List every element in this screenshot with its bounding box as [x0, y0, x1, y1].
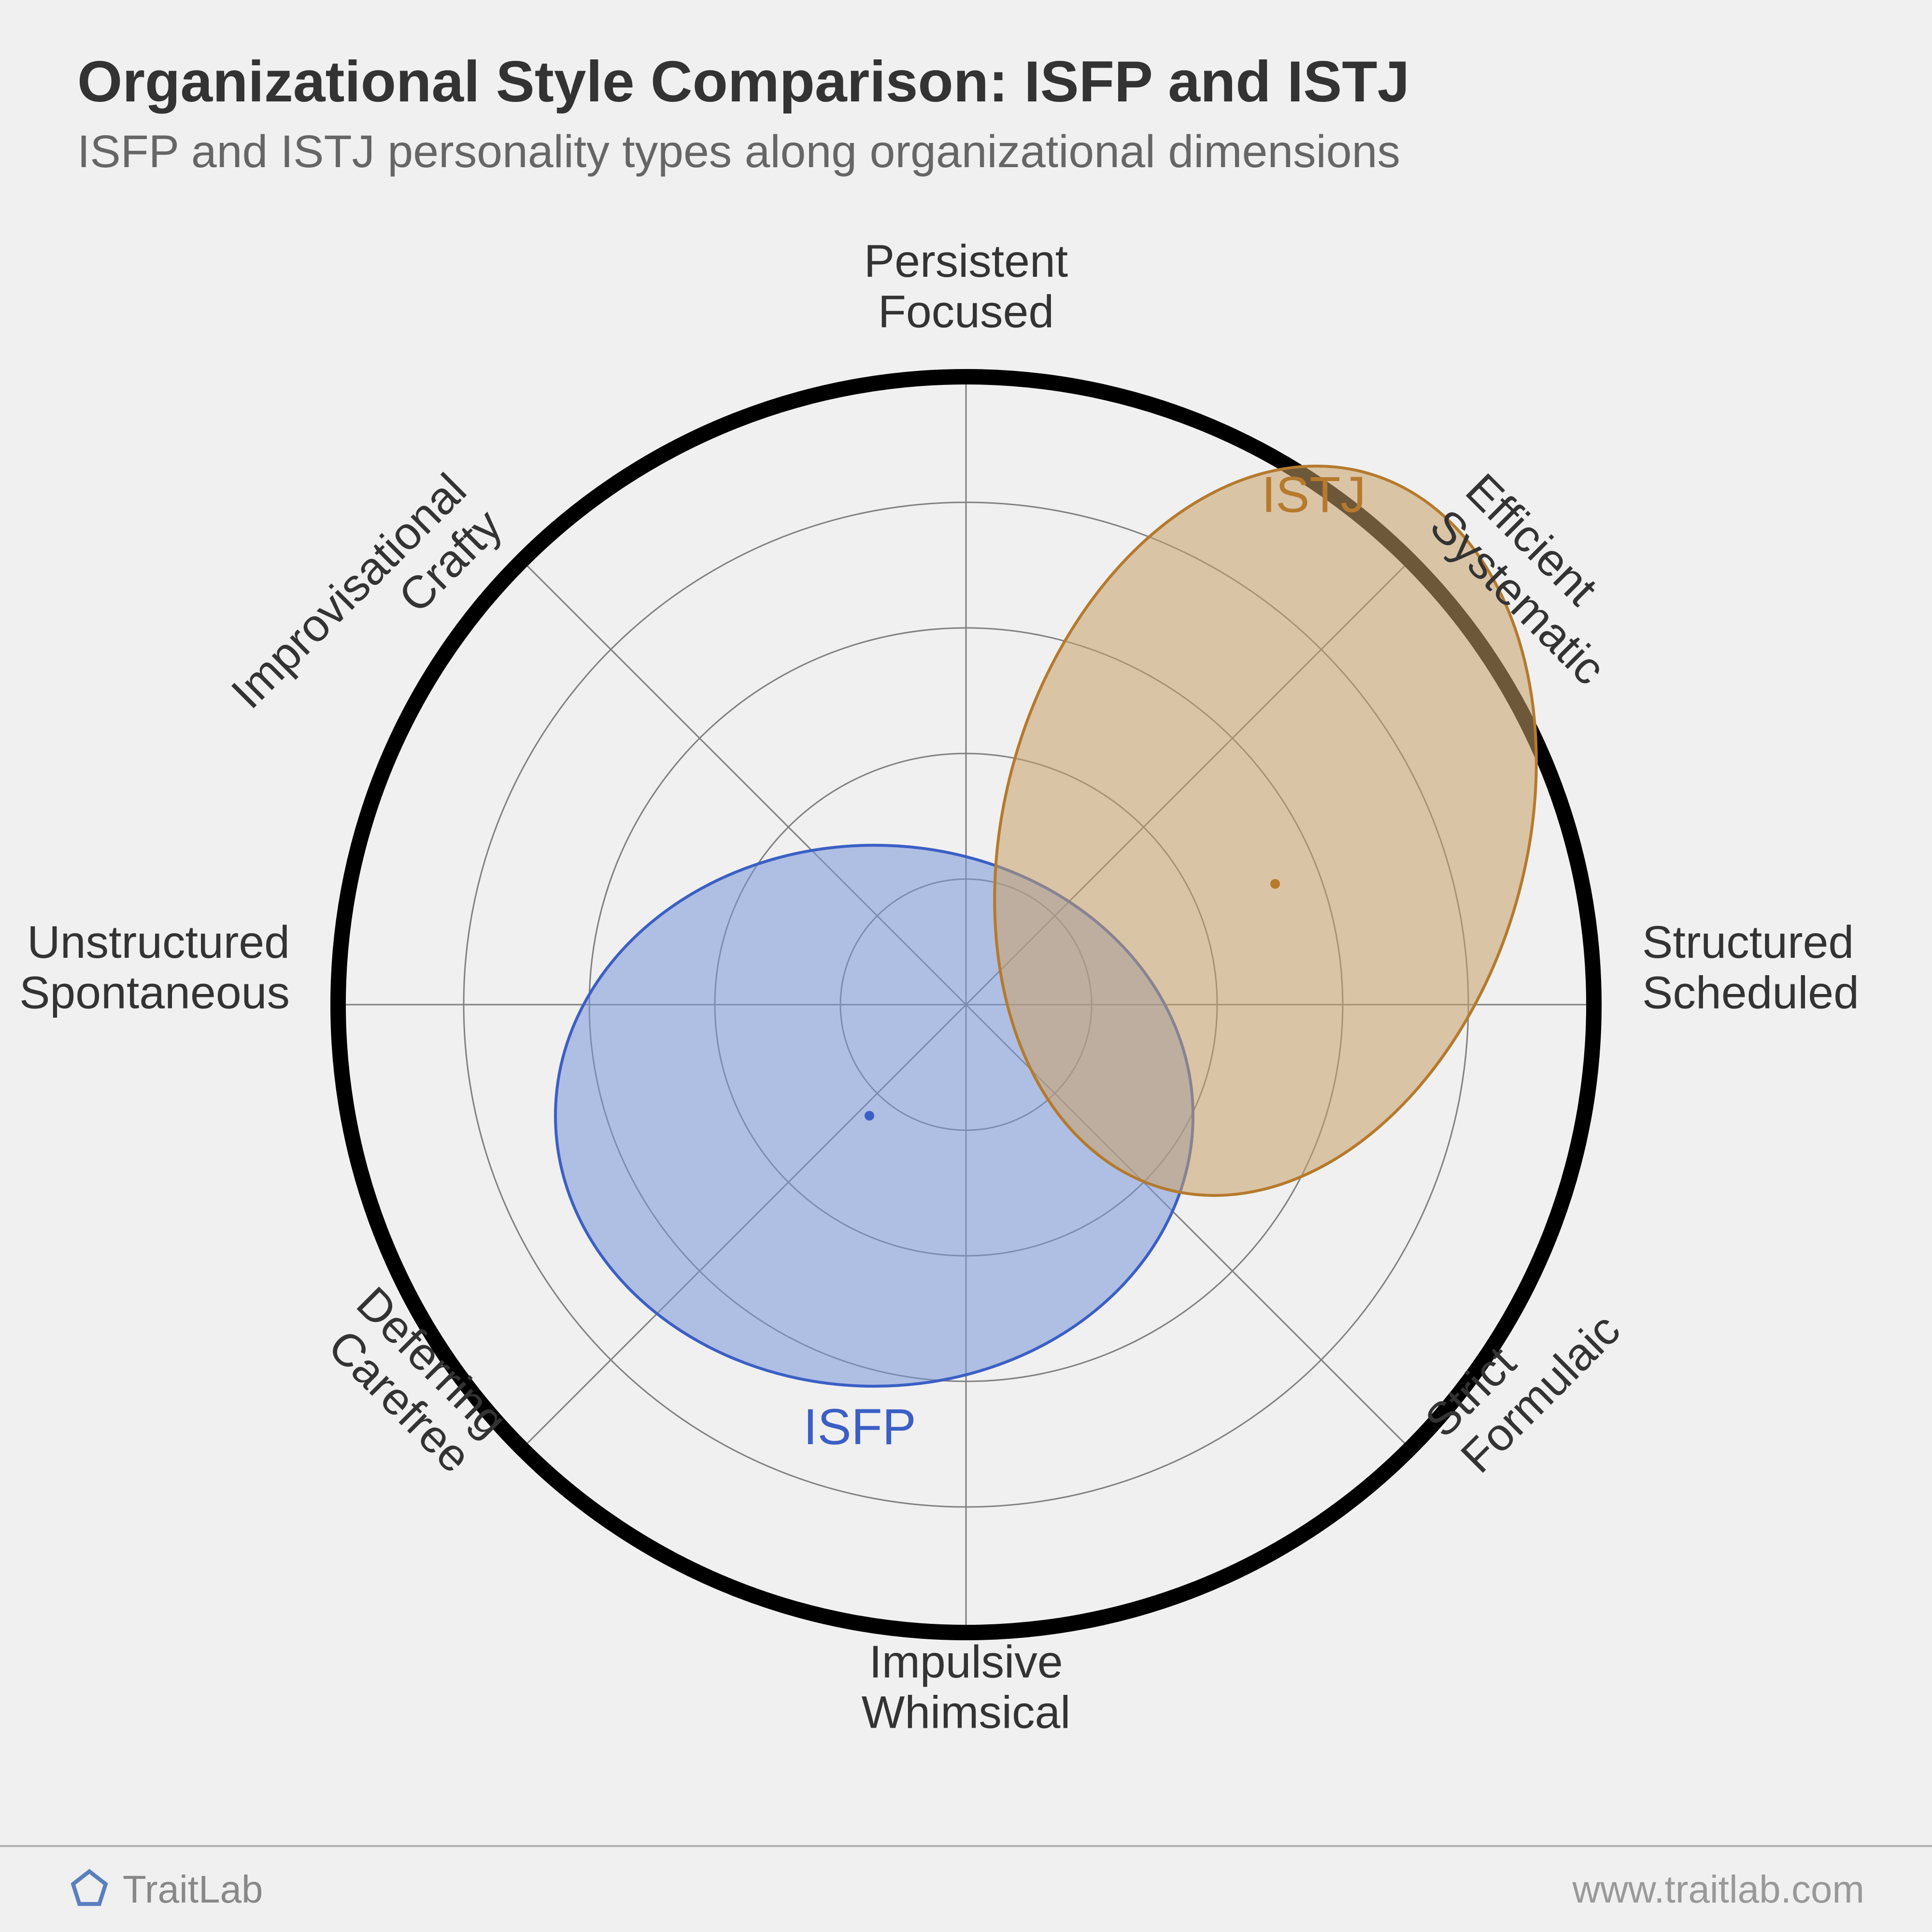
axis-label: DeferringCarefree	[311, 1277, 516, 1482]
axis-label: StructuredScheduled	[1642, 917, 1859, 1019]
chart-container: Organizational Style Comparison: ISFP an…	[0, 0, 1932, 1932]
axis-label: ImpulsiveWhimsical	[862, 1636, 1071, 1738]
svg-text:Structured: Structured	[1642, 917, 1854, 968]
svg-text:Focused: Focused	[878, 286, 1054, 337]
series-label-istj: ISTJ	[1262, 467, 1366, 523]
svg-text:Impulsive: Impulsive	[869, 1636, 1063, 1688]
chart-subtitle: ISFP and ISTJ personality types along or…	[77, 126, 1400, 178]
svg-text:Scheduled: Scheduled	[1642, 967, 1859, 1018]
footer: TraitLab www.traitlab.com	[0, 1845, 1932, 1932]
brand: TraitLab	[68, 1867, 263, 1912]
series-dot-istj	[1270, 879, 1280, 889]
axis-label: PersistentFocused	[864, 236, 1068, 338]
brand-logo-icon	[68, 1868, 111, 1911]
polar-chart: PersistentFocusedEfficientSystematicStru…	[0, 203, 1932, 1806]
series-label-isfp: ISFP	[803, 1399, 916, 1455]
series-dot-isfp	[865, 1111, 874, 1121]
brand-url: www.traitlab.com	[1572, 1867, 1864, 1912]
chart-title: Organizational Style Comparison: ISFP an…	[77, 48, 1409, 115]
svg-text:Persistent: Persistent	[864, 236, 1068, 287]
svg-text:Whimsical: Whimsical	[862, 1687, 1071, 1738]
axis-label: ImprovisationalCrafty	[222, 464, 512, 754]
svg-text:Unstructured: Unstructured	[27, 917, 290, 968]
brand-name: TraitLab	[123, 1867, 263, 1912]
axis-label: UnstructuredSpontaneous	[19, 917, 290, 1019]
svg-text:Spontaneous: Spontaneous	[19, 967, 290, 1018]
